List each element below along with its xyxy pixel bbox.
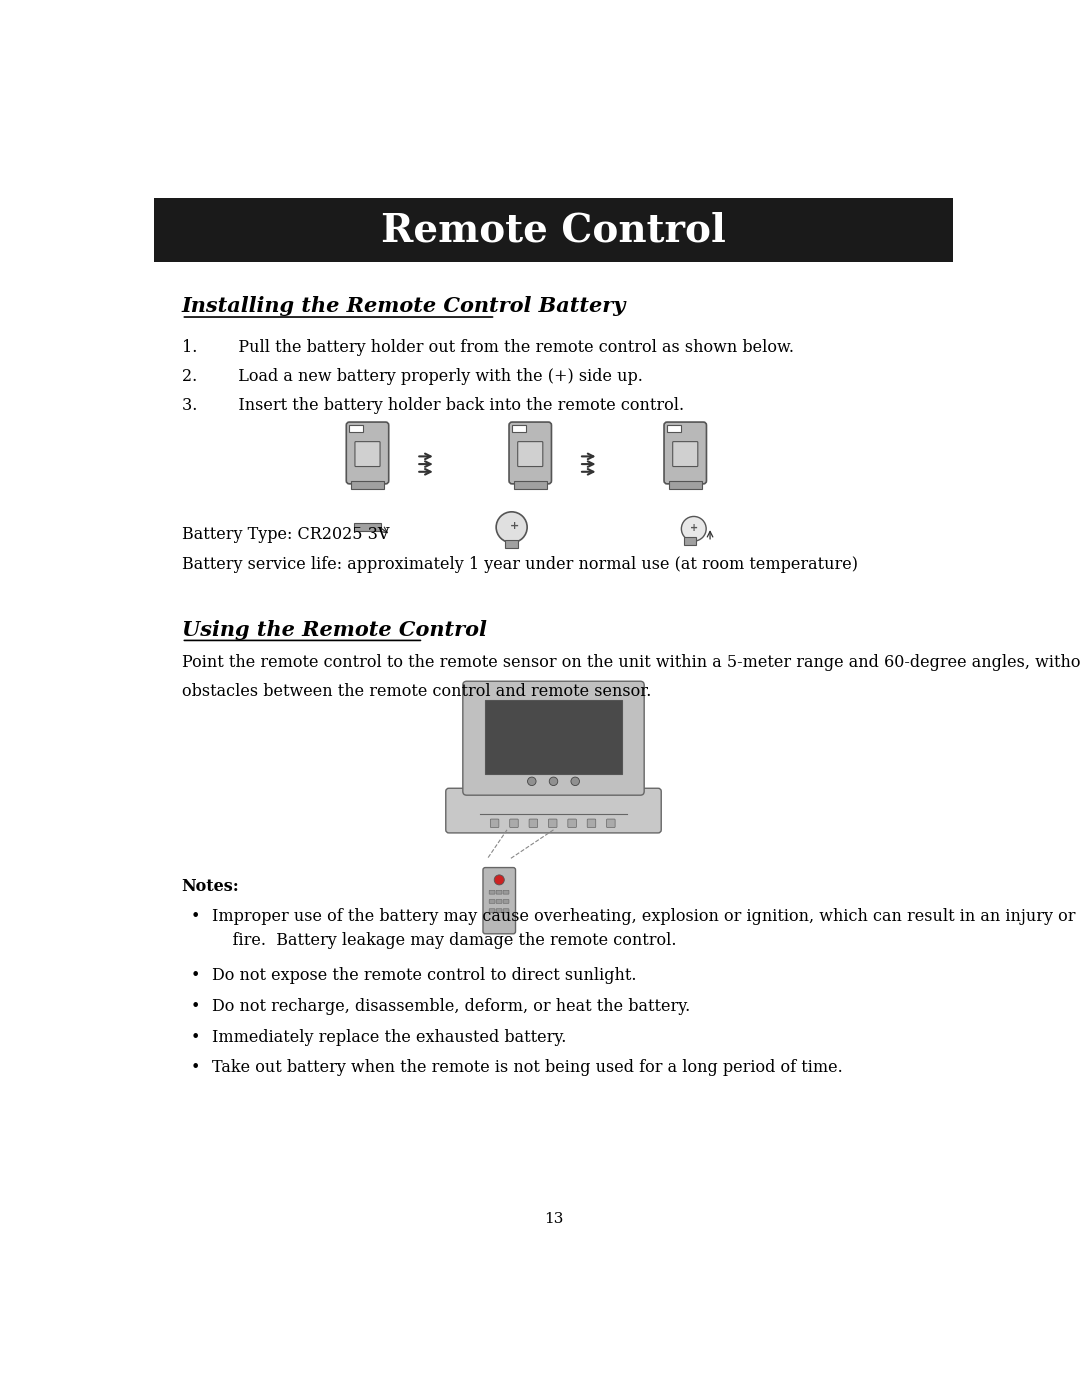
- Text: •: •: [191, 1028, 200, 1045]
- FancyBboxPatch shape: [509, 422, 552, 483]
- Text: Do not recharge, disassemble, deform, or heat the battery.: Do not recharge, disassemble, deform, or…: [213, 997, 691, 1014]
- FancyBboxPatch shape: [496, 890, 502, 894]
- Circle shape: [550, 777, 557, 785]
- FancyBboxPatch shape: [684, 538, 697, 545]
- FancyBboxPatch shape: [510, 819, 518, 827]
- Text: •: •: [191, 908, 200, 925]
- Text: Improper use of the battery may cause overheating, explosion or ignition, which : Improper use of the battery may cause ov…: [213, 908, 1076, 949]
- FancyBboxPatch shape: [347, 422, 389, 483]
- FancyBboxPatch shape: [351, 481, 384, 489]
- Text: 1.        Pull the battery holder out from the remote control as shown below.: 1. Pull the battery holder out from the …: [181, 338, 794, 356]
- FancyBboxPatch shape: [154, 198, 953, 261]
- Polygon shape: [350, 425, 363, 432]
- Circle shape: [495, 875, 504, 884]
- FancyBboxPatch shape: [490, 819, 499, 827]
- Circle shape: [681, 517, 706, 541]
- FancyBboxPatch shape: [485, 700, 622, 774]
- FancyBboxPatch shape: [588, 819, 596, 827]
- FancyBboxPatch shape: [489, 909, 495, 912]
- Text: Point the remote control to the remote sensor on the unit within a 5-meter range: Point the remote control to the remote s…: [181, 654, 1080, 672]
- Text: Installing the Remote Control Battery: Installing the Remote Control Battery: [181, 296, 626, 316]
- FancyBboxPatch shape: [496, 900, 502, 904]
- Text: 13: 13: [544, 1213, 563, 1227]
- FancyBboxPatch shape: [607, 819, 616, 827]
- FancyBboxPatch shape: [489, 900, 495, 904]
- FancyBboxPatch shape: [446, 788, 661, 833]
- Text: •: •: [191, 997, 200, 1014]
- Text: Immediately replace the exhausted battery.: Immediately replace the exhausted batter…: [213, 1028, 567, 1045]
- Text: •: •: [191, 1059, 200, 1076]
- FancyBboxPatch shape: [664, 422, 706, 483]
- Text: obstacles between the remote control and remote sensor.: obstacles between the remote control and…: [181, 683, 651, 700]
- Text: +: +: [690, 522, 698, 534]
- FancyBboxPatch shape: [503, 900, 509, 904]
- FancyBboxPatch shape: [568, 819, 577, 827]
- FancyBboxPatch shape: [353, 522, 381, 531]
- FancyBboxPatch shape: [514, 481, 546, 489]
- FancyBboxPatch shape: [505, 541, 517, 548]
- Text: Notes:: Notes:: [181, 877, 240, 894]
- Circle shape: [496, 511, 527, 542]
- Text: Do not expose the remote control to direct sunlight.: Do not expose the remote control to dire…: [213, 967, 637, 983]
- FancyBboxPatch shape: [669, 481, 702, 489]
- Text: Take out battery when the remote is not being used for a long period of time.: Take out battery when the remote is not …: [213, 1059, 843, 1076]
- Text: 2.        Load a new battery properly with the (+) side up.: 2. Load a new battery properly with the …: [181, 367, 643, 384]
- Text: 3.        Insert the battery holder back into the remote control.: 3. Insert the battery holder back into t…: [181, 397, 684, 414]
- Text: Battery Type: CR2025 3V: Battery Type: CR2025 3V: [181, 525, 389, 542]
- Text: Remote Control: Remote Control: [381, 211, 726, 249]
- FancyBboxPatch shape: [483, 868, 515, 933]
- FancyBboxPatch shape: [503, 890, 509, 894]
- Polygon shape: [512, 425, 526, 432]
- FancyBboxPatch shape: [496, 909, 502, 912]
- FancyBboxPatch shape: [463, 682, 644, 795]
- Circle shape: [571, 777, 580, 785]
- Polygon shape: [667, 425, 680, 432]
- FancyBboxPatch shape: [549, 819, 557, 827]
- FancyBboxPatch shape: [673, 441, 698, 467]
- Text: +: +: [510, 521, 519, 531]
- FancyBboxPatch shape: [529, 819, 538, 827]
- FancyBboxPatch shape: [355, 441, 380, 467]
- Text: Using the Remote Control: Using the Remote Control: [181, 620, 486, 640]
- Text: •: •: [191, 967, 200, 983]
- FancyBboxPatch shape: [503, 909, 509, 912]
- Circle shape: [527, 777, 536, 785]
- Text: Battery service life: approximately 1 year under normal use (at room temperature: Battery service life: approximately 1 ye…: [181, 556, 858, 574]
- FancyBboxPatch shape: [489, 890, 495, 894]
- FancyBboxPatch shape: [517, 441, 543, 467]
